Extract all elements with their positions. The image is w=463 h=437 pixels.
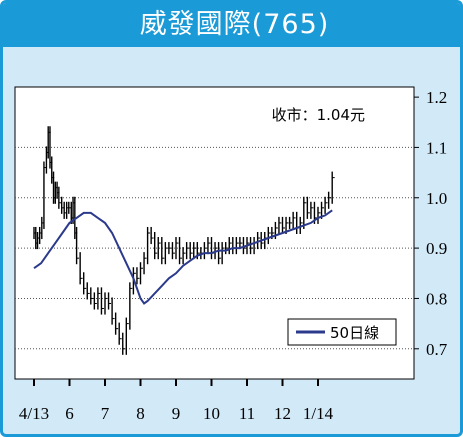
x-tick-label: 12	[274, 404, 291, 423]
x-axis: 4/13 6 7 8 9 10 11 12 1/14	[19, 379, 334, 423]
legend: 50日線	[287, 318, 397, 346]
y-tick-label: 0.8	[426, 289, 447, 308]
x-tick-label: 11	[239, 404, 255, 423]
y-tick-label: 1.1	[426, 138, 447, 157]
y-tick-label: 0.7	[426, 340, 448, 359]
close-annotation: 收市：1.04元	[272, 106, 365, 124]
stock-chart: 0.7 0.8 0.9 1.0 1.1 1.2 4/13 6 7 8 9 10 11 12 1/14 收市…	[14, 86, 448, 423]
ma50-line	[33, 209, 333, 305]
y-tick-label: 0.9	[426, 239, 447, 258]
x-tick-label: 1/14	[303, 404, 334, 423]
x-tick-label: 4/13	[19, 404, 49, 423]
y-axis: 0.7 0.8 0.9 1.0 1.1 1.2	[414, 88, 448, 359]
y-tick-label: 1.2	[426, 88, 447, 107]
price-series	[33, 126, 335, 355]
grid-lines	[15, 146, 414, 350]
legend-label: 50日線	[330, 324, 379, 342]
x-tick-label: 8	[136, 404, 145, 423]
chart-title: 威發國際(765)	[3, 3, 460, 47]
x-tick-label: 7	[101, 404, 110, 423]
x-tick-label: 10	[203, 404, 220, 423]
y-tick-label: 1.0	[426, 189, 447, 208]
x-tick-label: 9	[172, 404, 181, 423]
x-tick-label: 6	[65, 404, 74, 423]
